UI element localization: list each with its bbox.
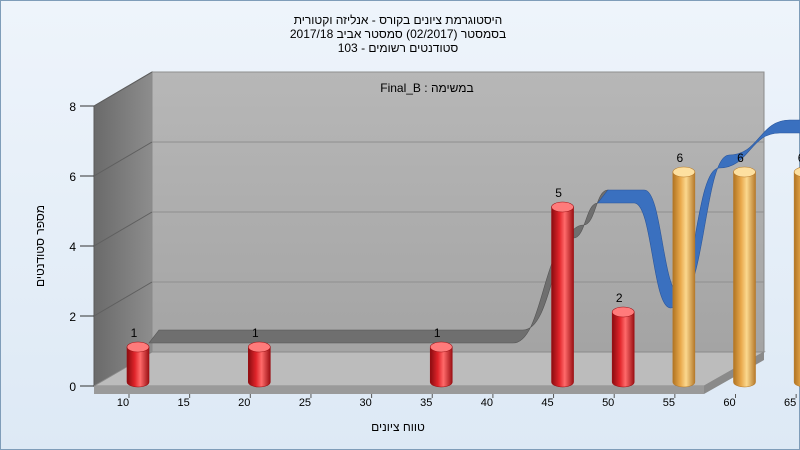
y-tick-label: 8 (69, 100, 76, 114)
x-tick-label: 10 (117, 397, 129, 409)
x-tick-label: 65 (784, 397, 796, 409)
bar-top (793, 167, 800, 177)
x-tick-label: 20 (238, 397, 250, 409)
bar-top (247, 341, 271, 353)
bar-35: 1 (429, 326, 453, 388)
bar-45: 5 (551, 186, 574, 388)
bar-top (551, 201, 574, 213)
bar-value-label: 6 (798, 151, 800, 165)
trend-ribbon-front (597, 119, 800, 309)
bar-55: 6 (672, 151, 696, 388)
chart-title-line-2: בסמסטר (02/2017) סמסטר אביב 2017/18 (290, 27, 506, 41)
bar-10: 1 (126, 326, 150, 388)
bar-top (733, 166, 756, 178)
bar-top (126, 341, 150, 353)
x-tick-label: 40 (481, 397, 493, 409)
y-tick-label: 4 (69, 240, 76, 254)
bar-50: 2 (611, 291, 635, 388)
chart-title-line-1: היסטוגרמת ציונים בקורס - אנליזה וקטורית (294, 13, 503, 27)
x-axis-labels: 101520253035404550556065707580859095100 (117, 394, 797, 409)
y-axis-labels: 0 2 4 6 8 (69, 100, 94, 394)
y-tick-label: 6 (69, 170, 76, 184)
bar-top (429, 341, 453, 353)
x-tick-label: 45 (541, 397, 553, 409)
bar-65: 6 (793, 151, 800, 387)
bar-value-label: 1 (434, 326, 441, 340)
gridline-side (93, 141, 153, 177)
x-tick-label: 15 (178, 397, 190, 409)
floor (92, 351, 766, 387)
x-tick-label: 50 (602, 397, 614, 409)
floor-edge (94, 386, 704, 394)
x-tick-label: 30 (359, 397, 371, 409)
x-tick-label: 35 (420, 397, 432, 409)
bar-value-label: 6 (677, 151, 684, 165)
gridline-side (93, 211, 153, 247)
bar-body (429, 346, 453, 388)
trend-ribbon (148, 119, 800, 344)
gridline-side (93, 281, 153, 317)
y-tick-label: 2 (69, 310, 76, 324)
bar-body (672, 171, 696, 388)
x-tick-label: 55 (663, 397, 675, 409)
bar-body (248, 346, 271, 388)
x-tick-label: 60 (723, 397, 735, 409)
x-axis-title: טווח ציונים (371, 420, 425, 434)
bar-value-label: 5 (555, 186, 562, 200)
bar-body (551, 206, 574, 388)
bar-value-label: 1 (252, 326, 259, 340)
bar-top (672, 166, 696, 178)
bar-body (611, 311, 635, 388)
bar-value-label: 1 (131, 326, 138, 340)
bar-20: 1 (247, 326, 271, 388)
bar-top (611, 306, 635, 318)
chart-subtitle: במשימה : Final_B (380, 81, 473, 95)
bars: 111526663433421 (126, 151, 800, 388)
bar-body (793, 171, 800, 387)
bar-body (126, 346, 150, 388)
bar-body (733, 171, 756, 388)
gridline-side (93, 71, 153, 107)
y-tick-label: 0 (69, 380, 76, 394)
x-tick-label: 25 (299, 397, 311, 409)
chart-title-line-3: סטודנטים רשומים - 103 (338, 41, 459, 55)
bar-value-label: 2 (616, 291, 623, 305)
y-axis-title: מספר סטודנטים (33, 205, 47, 287)
bar-60: 6 (733, 151, 756, 388)
bar-value-label: 6 (737, 151, 744, 165)
